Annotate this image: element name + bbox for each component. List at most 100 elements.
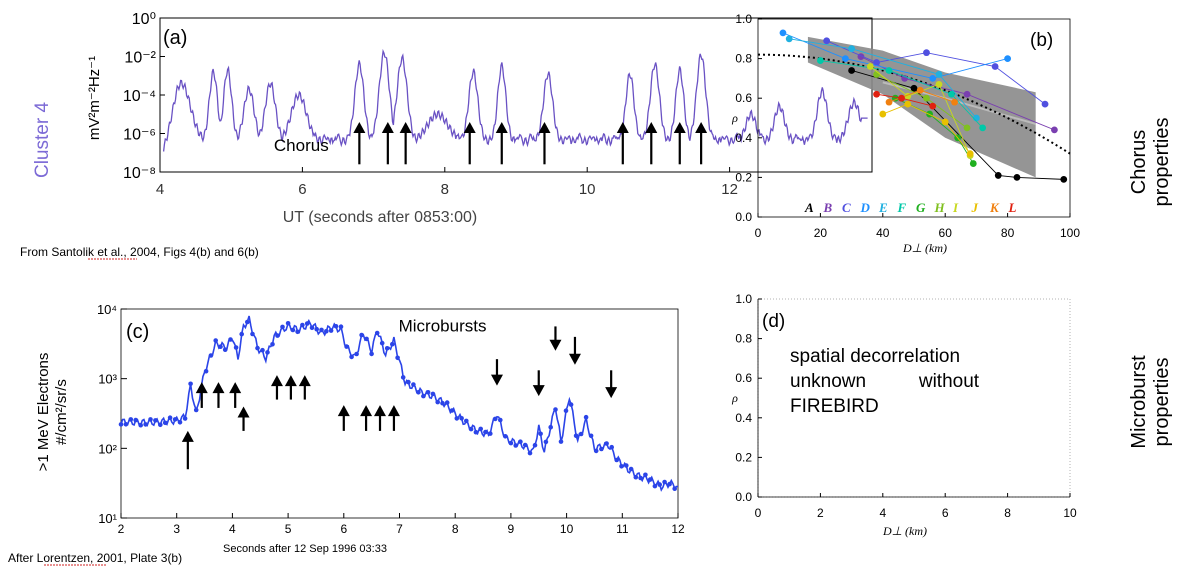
panel-a-arrow-1-head (381, 121, 394, 133)
panel-b-legend-letter: F (897, 200, 907, 215)
panel-c-xtick-label: 9 (508, 522, 515, 536)
panel-a-arrow-8-head (673, 121, 686, 133)
panel-c-marker (624, 463, 629, 468)
panel-b-ytick-label: 0.0 (735, 210, 752, 224)
panel-c-marker (390, 341, 395, 347)
panel-a-arrow-2-head (399, 121, 412, 133)
panel-b-point (929, 102, 937, 110)
panel-a-ytick-label: 10⁻⁶ (123, 127, 156, 144)
panel-c-marker (128, 417, 134, 422)
panel-b-point (873, 71, 880, 78)
panel-b-legend-letter: C (842, 200, 851, 215)
panel-c-marker (543, 439, 549, 445)
panel-b-point (841, 55, 849, 62)
panel-b-point (923, 49, 930, 57)
panel-b-point (866, 63, 874, 70)
panel-c-ytick-label: 10⁴ (97, 302, 117, 317)
panel-b-point (963, 124, 971, 132)
panel-d-ytick-label: 0.8 (735, 332, 752, 346)
panel-c-down-arrow-3-head (568, 353, 581, 365)
panel-a-xtick-label: 4 (156, 181, 164, 198)
panel-c-ytick-label: 10³ (98, 372, 117, 387)
panel-c-marker (503, 434, 508, 439)
panel-c-marker (604, 441, 609, 446)
panel-b-ticks: 0 20 40 60 80 100 0.0 0.2 0.4 0.6 0.8 1.0 (735, 12, 1080, 240)
panel-c-series-line (120, 315, 678, 492)
panel-b-series-J (879, 100, 974, 158)
panel-a-ytick-label: 10⁻⁴ (123, 88, 156, 105)
panel-c-up-arrow-9-head (360, 405, 373, 417)
panel-c-marker (430, 391, 436, 397)
panel-c-marker (275, 333, 280, 338)
panel-d-xtick-label: 0 (755, 506, 762, 520)
panel-b-point (885, 98, 893, 106)
panel-a-series-line (162, 48, 868, 152)
panel-c-marker (527, 450, 533, 456)
panel-c-marker (454, 416, 460, 421)
panel-c-marker (354, 351, 359, 357)
panel-b-point (848, 67, 855, 74)
panel-c-marker (309, 325, 315, 331)
panel-d-ytick-label: 0.0 (735, 490, 752, 504)
panel-d-xtick-label: 6 (942, 506, 949, 520)
panel-c-marker (250, 331, 255, 337)
panel-b-band-area (807, 36, 1036, 178)
panel-d-xlabel: D⊥ (km) (882, 524, 927, 538)
panel-c-marker (599, 446, 604, 452)
panel-c-ylabel-line2: #/cm²/sr/s (53, 379, 70, 445)
panel-c-marker (222, 347, 228, 353)
panel-a-xtick-label: 12 (721, 181, 738, 198)
panel-b-point (935, 80, 943, 88)
panel-c-marker (619, 464, 624, 469)
caption-c-source: After Lorentzen, 2001, Plate 3(b) (8, 551, 182, 565)
panel-c-marker (652, 483, 658, 489)
panel-c-marker (270, 342, 275, 347)
panel-c-up-arrow-10-head (374, 405, 387, 417)
panel-b-legend-letter: J (971, 200, 979, 215)
panel-c-xtick-label: 12 (671, 522, 685, 536)
panel-b-legend-letter: G (916, 200, 926, 215)
panel-c-marker (493, 416, 498, 422)
panel-c-marker (239, 331, 244, 337)
panel-c-up-arrow-4-head (237, 406, 250, 418)
panel-c-marker (400, 375, 406, 380)
panel-c-ticks: 2 3 4 5 6 7 8 9 10 11 12 10⁴ 10³ 10² 10¹ (97, 302, 685, 536)
panel-c-marker (609, 444, 614, 450)
panel-c-marker (672, 486, 677, 492)
panel-b-point (873, 59, 880, 66)
panel-c-marker (667, 481, 672, 487)
panel-d-xtick-label: 4 (879, 506, 886, 520)
panel-c-marker (449, 408, 455, 413)
panel-d-note-line3: FIREBIRD (790, 396, 879, 417)
panel-b-xtick-label: 0 (755, 226, 762, 240)
panel-b-xtick-label: 40 (876, 226, 890, 240)
panel-a-arrow-7-head (645, 121, 658, 133)
panel-c-marker (379, 340, 385, 346)
panel-c-marker (344, 344, 349, 349)
panel-a-arrow-0-head (353, 121, 366, 133)
panel-b-frame (757, 18, 1071, 218)
panel-c-marker (406, 379, 411, 385)
panel-c-label: (c) (126, 321, 149, 343)
chorus-properties-line2: properties (1151, 118, 1173, 207)
panel-c-marker (473, 429, 479, 435)
panel-c-ytick-label: 10¹ (98, 511, 117, 526)
panel-b-legend-letter: K (989, 200, 1000, 215)
panel-c-xtick-label: 4 (229, 522, 236, 536)
panel-d-ytick-label: 0.6 (735, 371, 752, 385)
panel-b-label: (b) (1030, 30, 1053, 51)
panel-c-marker (213, 338, 218, 343)
panel-c-marker (148, 417, 153, 422)
panel-a-ytick-label: 10⁰ (132, 11, 156, 28)
panel-b-point (823, 37, 831, 45)
panel-b-point (785, 35, 793, 43)
panel-c-xtick-label: 6 (340, 522, 347, 536)
panel-b-point (951, 98, 958, 106)
panel-b-point (979, 124, 987, 132)
panel-c-marker (416, 390, 421, 395)
panel-c-down-arrow-2-head (549, 339, 562, 351)
panel-d-ylabel: ρ (731, 391, 738, 405)
panel-b-point (994, 172, 1002, 179)
panel-c-marker (538, 431, 543, 437)
